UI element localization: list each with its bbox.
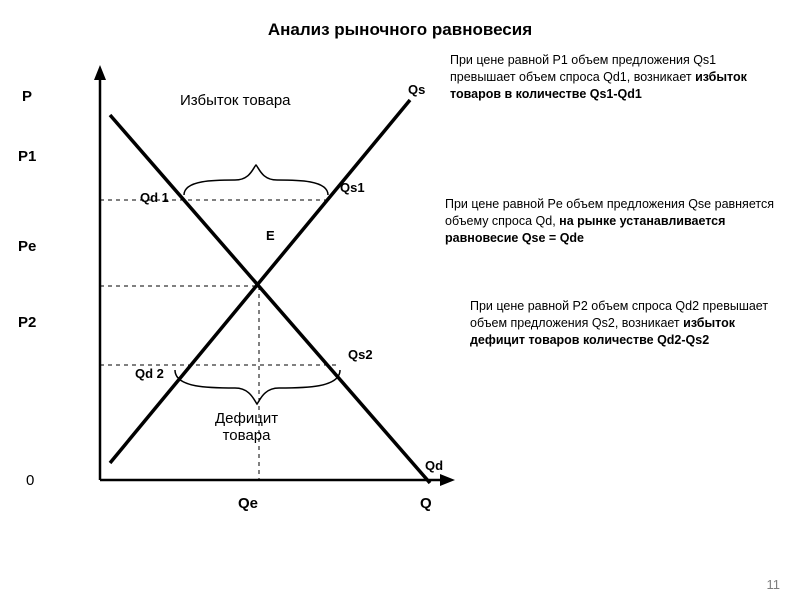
label-qs1: Qs1: [340, 180, 365, 195]
annotation-p1: При цене равной P1 объем предложения Qs1…: [450, 52, 780, 103]
label-q: Q: [420, 495, 432, 512]
diagram-title: Анализ рыночного равновесия: [0, 20, 800, 40]
label-e: E: [266, 228, 275, 243]
label-p2: P2: [18, 314, 36, 331]
label-deficit: Дефицит товара: [215, 410, 278, 444]
label-qd2: Qd 2: [135, 366, 164, 381]
label-pe: Pe: [18, 238, 36, 255]
y-axis-arrow: [94, 65, 106, 80]
label-p: P: [22, 88, 32, 105]
surplus-brace: [184, 165, 328, 195]
annotation-p1-pre: При цене равной P1 объем предложения Qs1…: [450, 53, 716, 84]
label-origin: 0: [26, 472, 34, 489]
label-qs: Qs: [408, 82, 425, 97]
label-qd: Qd: [425, 458, 443, 473]
page-number: 11: [767, 577, 781, 592]
label-qe: Qe: [238, 495, 258, 512]
x-axis-arrow: [440, 474, 455, 486]
label-qs2: Qs2: [348, 347, 373, 362]
annotation-p2: При цене равной P2 объем спроса Qd2 прев…: [470, 298, 780, 349]
annotation-pe: При цене равной Pe объем предложения Qse…: [445, 196, 785, 247]
label-surplus: Избыток товара: [180, 92, 291, 109]
deficit-brace: [175, 370, 340, 404]
label-qd1: Qd 1: [140, 190, 169, 205]
chart-area: P P1 Pe P2 0 Q Qe Qs Qd Qs1 Qd 1 E Qs2 Q…: [50, 60, 430, 500]
label-p1: P1: [18, 148, 36, 165]
